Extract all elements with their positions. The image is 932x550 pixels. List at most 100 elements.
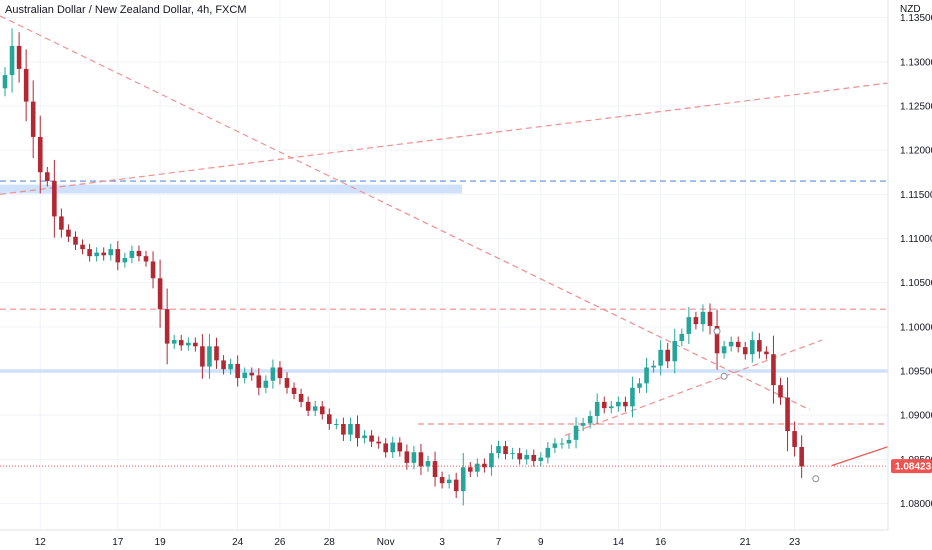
candle-body[interactable]: [277, 367, 283, 379]
candle-body[interactable]: [9, 45, 15, 76]
candle-body[interactable]: [573, 425, 579, 440]
candle-body[interactable]: [200, 346, 205, 367]
candle-body[interactable]: [235, 363, 240, 379]
candle-body[interactable]: [157, 278, 163, 310]
candle-body[interactable]: [80, 244, 85, 250]
candle-body[interactable]: [101, 252, 106, 256]
candle-body[interactable]: [453, 479, 459, 492]
candle-body[interactable]: [312, 406, 318, 411]
candle-body[interactable]: [799, 446, 804, 467]
candle-body[interactable]: [771, 354, 776, 386]
candle-body[interactable]: [73, 236, 78, 245]
candle-body[interactable]: [284, 378, 290, 388]
candle-body[interactable]: [178, 340, 184, 346]
candle-body[interactable]: [482, 463, 487, 468]
candle-body[interactable]: [59, 216, 64, 230]
candle-body[interactable]: [503, 446, 508, 455]
candle-body[interactable]: [249, 372, 255, 376]
candle-body[interactable]: [742, 347, 748, 355]
candle-body[interactable]: [531, 454, 537, 462]
candle-body[interactable]: [411, 452, 417, 463]
candle-body[interactable]: [136, 250, 142, 257]
candle-body[interactable]: [263, 380, 269, 388]
candle-body[interactable]: [143, 256, 149, 262]
candle-body[interactable]: [418, 452, 424, 467]
candle-body[interactable]: [171, 340, 177, 344]
candle-body[interactable]: [214, 346, 219, 361]
candle-body[interactable]: [439, 477, 445, 484]
candle-body[interactable]: [221, 360, 226, 370]
candle-body[interactable]: [334, 424, 339, 425]
candle-body[interactable]: [545, 447, 551, 458]
candle-body[interactable]: [644, 367, 649, 384]
candle-body[interactable]: [369, 435, 374, 442]
candle-body[interactable]: [496, 446, 501, 454]
candle-body[interactable]: [580, 423, 586, 426]
candle-body[interactable]: [637, 383, 642, 388]
candle-body[interactable]: [679, 333, 685, 341]
candle-body[interactable]: [601, 401, 607, 409]
candle-body[interactable]: [778, 385, 783, 398]
price-axis[interactable]: [888, 0, 932, 550]
candle-body[interactable]: [291, 387, 297, 394]
candle-body[interactable]: [510, 453, 515, 455]
candle-body[interactable]: [362, 435, 367, 439]
candle-body[interactable]: [475, 463, 480, 472]
candle-body[interactable]: [693, 317, 699, 325]
candle-body[interactable]: [764, 351, 769, 355]
candle-body[interactable]: [383, 443, 388, 453]
candle-body[interactable]: [348, 424, 353, 435]
candle-body[interactable]: [630, 387, 635, 407]
candle-body[interactable]: [524, 454, 529, 460]
candle-body[interactable]: [460, 467, 466, 492]
candle-body[interactable]: [37, 136, 43, 173]
candle-body[interactable]: [256, 375, 262, 388]
candle-body[interactable]: [355, 424, 360, 439]
candle-body[interactable]: [390, 442, 396, 453]
candle-body[interactable]: [87, 249, 92, 257]
candle-body[interactable]: [446, 479, 452, 484]
candle-body[interactable]: [45, 172, 50, 182]
candle-body[interactable]: [404, 451, 410, 463]
candle-body[interactable]: [714, 325, 720, 354]
candle-body[interactable]: [115, 249, 121, 263]
candle-body[interactable]: [686, 317, 692, 334]
candle-body[interactable]: [298, 393, 304, 402]
candle-body[interactable]: [665, 349, 670, 362]
candle-body[interactable]: [129, 250, 135, 258]
candle-body[interactable]: [270, 367, 276, 381]
candle-body[interactable]: [150, 261, 156, 279]
candle-body[interactable]: [305, 401, 311, 411]
candle-body[interactable]: [735, 341, 741, 348]
candle-body[interactable]: [552, 443, 558, 448]
candle-body[interactable]: [785, 397, 790, 432]
candle-body[interactable]: [319, 406, 325, 415]
candle-body[interactable]: [609, 406, 614, 409]
candle-body[interactable]: [587, 416, 593, 424]
candle-body[interactable]: [2, 75, 8, 89]
candle-body[interactable]: [468, 467, 473, 472]
candle-body[interactable]: [792, 431, 797, 447]
candle-body[interactable]: [193, 342, 198, 347]
candle-body[interactable]: [327, 414, 332, 424]
candle-body[interactable]: [489, 453, 494, 468]
candle-body[interactable]: [16, 45, 22, 69]
candle-body[interactable]: [721, 346, 727, 354]
candle-body[interactable]: [164, 309, 170, 344]
candle-body[interactable]: [432, 461, 438, 477]
candle-body[interactable]: [94, 252, 99, 257]
candle-body[interactable]: [228, 363, 233, 370]
candle-body[interactable]: [376, 441, 381, 444]
candle-body[interactable]: [594, 401, 600, 417]
candle-body[interactable]: [750, 340, 755, 355]
candle-body[interactable]: [397, 442, 403, 452]
candle-body[interactable]: [707, 311, 713, 326]
candle-body[interactable]: [566, 439, 572, 444]
candle-body[interactable]: [52, 181, 57, 217]
candle-body[interactable]: [66, 229, 71, 237]
candle-body[interactable]: [623, 401, 628, 407]
candle-body[interactable]: [517, 453, 522, 460]
candle-body[interactable]: [207, 346, 212, 367]
candle-body[interactable]: [23, 68, 29, 102]
candle-body[interactable]: [757, 340, 762, 352]
